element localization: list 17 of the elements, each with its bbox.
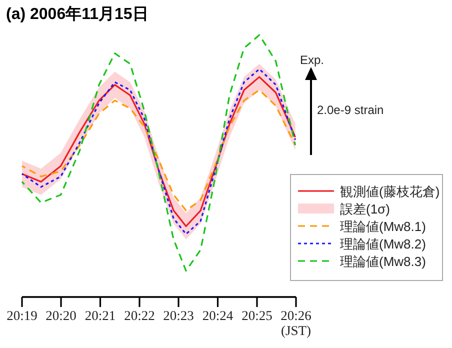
text: 誤差(1σ) bbox=[340, 202, 390, 216]
text: Exp. bbox=[300, 53, 324, 67]
legend-label: 理論値(Mw8.1) bbox=[340, 219, 426, 234]
chart-title: (a) 2006年11月15日 bbox=[6, 5, 148, 23]
x-tick-label: 20:23 bbox=[163, 308, 194, 323]
x-tick-label: 20:20 bbox=[46, 308, 77, 323]
x-tick-label: 20:25 bbox=[242, 308, 273, 323]
text: 2.0e-9 strain bbox=[317, 103, 384, 117]
legend-label: 観測値(藤枝花倉) bbox=[340, 184, 440, 199]
legend-label: 理論値(Mw8.2) bbox=[340, 236, 426, 252]
x-tick-label: 20:24 bbox=[202, 308, 234, 323]
x-axis-title: (JST) bbox=[281, 323, 311, 338]
legend-label: 理論値(Mw8.3) bbox=[340, 254, 426, 269]
x-tick-label: 20:26 bbox=[280, 308, 312, 323]
x-tick-label: 20:22 bbox=[124, 308, 155, 323]
x-tick-label: 20:19 bbox=[6, 308, 38, 323]
x-tick-label: 20:21 bbox=[84, 308, 116, 323]
